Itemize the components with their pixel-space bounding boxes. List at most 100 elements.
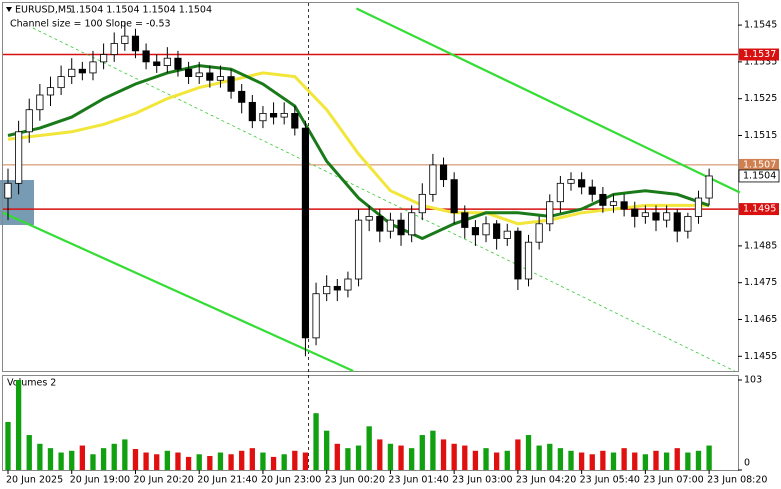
volume-bar [685,452,691,470]
volume-bar [515,439,521,470]
x-tick-label: 23 Jun 04:20 [516,475,576,486]
volume-bar [377,439,383,470]
candle-body [652,212,660,221]
volume-bar [642,454,649,470]
y-tick-label: 1.1545 [744,20,777,31]
candle-body [620,201,628,210]
candle-body [386,219,395,232]
candle-body [482,223,490,236]
candle-body [248,101,256,122]
level-label: 1.1507 [743,159,776,170]
volume-bar [706,445,712,470]
volume-bar [653,450,659,470]
volume-title: Volumes 2 [7,378,56,389]
candle-body [227,76,235,92]
candle-body [46,87,55,96]
candle-body [174,57,182,70]
volume-bar [270,456,277,470]
candle-body [312,293,320,339]
candle-body [694,197,703,217]
ohlc-header: 1.1504 1.1504 1.1504 1.1504 [70,5,212,16]
volume-bar [122,439,128,470]
volume-bar [313,413,319,470]
volume-bar [69,450,75,470]
x-tick-label: 23 Jun 00:20 [325,475,385,486]
candle-body [493,223,501,239]
volume-bar [345,448,351,470]
volume-bar [228,454,234,470]
indicator-label: Channel size = 100 Slope = -0.53 [10,19,171,30]
volume-bar [663,452,670,470]
candle-body [36,94,44,111]
x-tick-label: 23 Jun 08:20 [707,475,767,486]
x-tick-label: 20 Jun 20:20 [133,475,193,486]
candle-body [599,193,607,206]
x-tick-label: 20 Jun 23:00 [261,475,321,486]
candle-body [100,54,108,63]
candle-body [269,113,278,118]
volume-bar [164,450,170,470]
candle-body [471,227,479,236]
volume-bar [600,450,606,470]
symbol-icon [6,7,12,12]
candle-body [344,278,352,291]
volume-bar [15,380,22,470]
candle-body [631,208,639,217]
candle-body [333,285,341,291]
volume-bar [525,435,532,470]
volume-bar [419,435,425,470]
candle-body [131,35,140,52]
candle-body [503,230,511,239]
volume-bar [493,452,500,470]
candle-body [461,212,469,228]
candle-body [609,201,618,206]
volume-bar [100,448,107,470]
volume-bar [79,445,86,470]
volume-bar [674,448,680,470]
y-tick-label: 1.1475 [744,277,777,288]
candle-body [376,216,384,232]
candle-body [184,68,193,77]
y-tick-label: 1.1465 [744,314,777,325]
y-tick-label: 1.1485 [744,240,777,251]
volume-bar [154,454,160,470]
volume-bar [334,443,340,470]
main-frame [2,2,739,372]
candle-body [365,216,373,221]
volume-bar [260,452,266,470]
y-tick-label: 1.1535 [744,56,777,67]
chart-title: EURUSD,M5 [15,5,72,16]
volume-bar [472,450,479,470]
volume-bar [132,449,139,470]
candle-body [641,212,649,217]
candle-body [110,43,118,55]
volume-bar [568,450,574,470]
candle-body [323,285,331,295]
level-label-box [739,48,779,61]
volume-bar [90,454,96,470]
volume-bar [536,445,542,470]
volume-bar [5,421,11,470]
x-tick-label: 23 Jun 07:00 [643,475,703,486]
volume-bar [547,443,553,470]
x-tick-label: 23 Jun 03:00 [452,475,512,486]
moving-average [7,71,710,226]
volume-bar [366,426,372,470]
x-tick-label: 20 Jun 2025 [6,475,63,486]
candle-body [408,212,416,236]
volume-bar [451,443,457,470]
volume-bar [175,452,181,470]
volume-bar [355,445,362,470]
trendline [32,27,735,372]
volume-bar [578,452,585,470]
candle-body [567,179,575,184]
candle-body [535,223,543,243]
candle-body [578,179,586,188]
volume-bar [207,456,213,470]
last-price-box [738,169,780,183]
volume-bar [610,452,617,470]
candle-body [259,113,267,122]
candle-body [4,182,12,199]
